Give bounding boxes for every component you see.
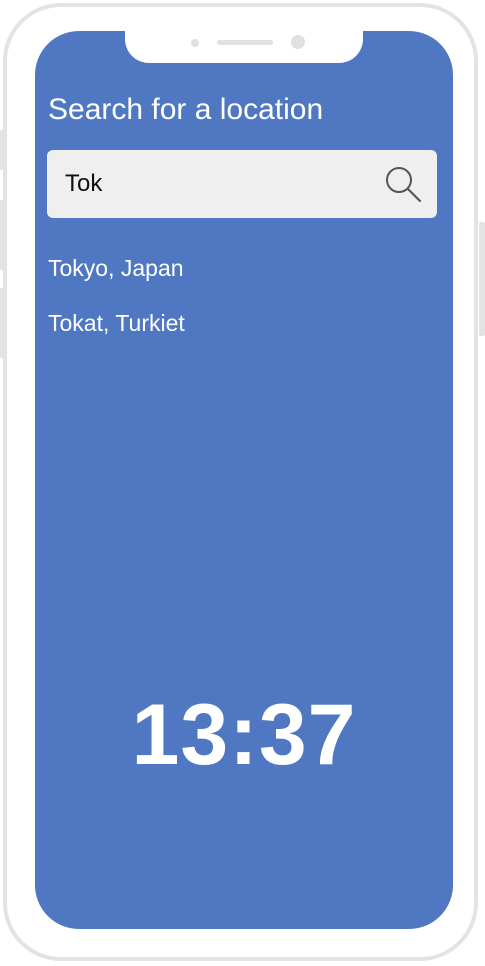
page-title: Search for a location (48, 93, 324, 126)
search-result-item[interactable]: Tokat, Turkiet (48, 310, 185, 336)
side-button-silent (0, 130, 6, 170)
side-button-power (479, 222, 485, 336)
side-button-volume-up (0, 200, 6, 270)
side-button-volume-down (0, 288, 6, 358)
search-results-list: Tokyo, Japan Tokat, Turkiet (48, 253, 185, 363)
search-box[interactable] (47, 150, 437, 218)
clock-time: 13:37 (131, 687, 357, 783)
search-result-item[interactable]: Tokyo, Japan (48, 255, 184, 281)
search-icon[interactable] (383, 164, 423, 204)
front-camera (291, 35, 305, 49)
speaker-grille (217, 40, 273, 45)
sensor-dot (191, 39, 199, 47)
phone-screen: Search for a location Tokyo, Japan Tokat… (35, 31, 453, 929)
notch (125, 31, 363, 63)
search-input[interactable] (65, 164, 365, 204)
